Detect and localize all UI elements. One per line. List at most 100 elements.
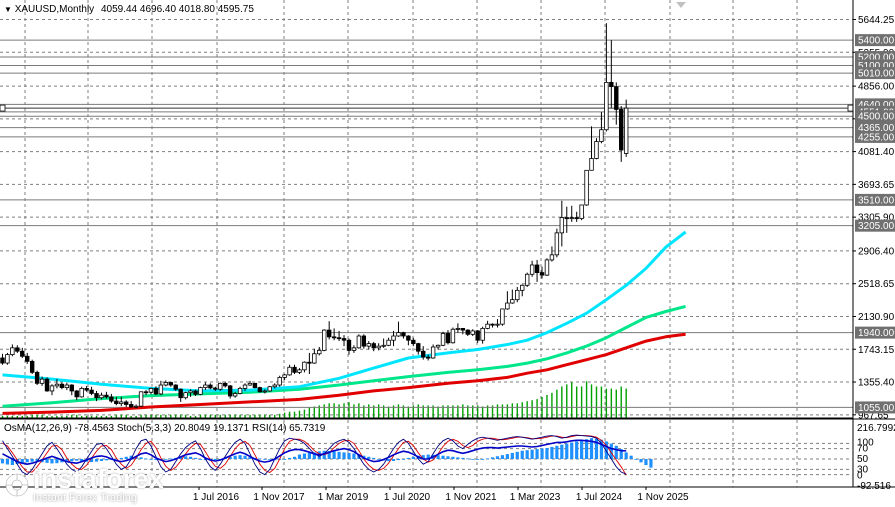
candle-body [599, 129, 604, 142]
osma-bar [243, 455, 247, 459]
watermark: instaforex Instant Forex Trading [4, 466, 164, 504]
candle-body [331, 336, 337, 339]
osma-bar [580, 440, 584, 459]
candle-body [252, 382, 258, 388]
volume-bar [26, 415, 28, 418]
volume-bar [338, 404, 340, 418]
level-tag-label: 3510.00 [858, 195, 895, 206]
price-tick-label: 2906.40 [858, 246, 895, 257]
volume-bar [1, 415, 4, 418]
osma-bar [629, 455, 633, 459]
osma-bar [530, 449, 534, 459]
osma-bar [575, 441, 579, 459]
osma-bar [104, 459, 109, 461]
volume-bar [486, 405, 489, 418]
volume-bar [214, 414, 217, 418]
volume-bar [575, 386, 578, 418]
volume-bar [595, 386, 598, 418]
volume-bar [501, 404, 504, 418]
osma-bar [446, 456, 450, 459]
osma-bar [70, 459, 74, 462]
candle-body [227, 385, 233, 397]
osma-bar [124, 456, 128, 459]
osma-bar [471, 459, 475, 460]
scroll-marker-icon[interactable] [676, 2, 686, 8]
volume-bar [85, 415, 88, 418]
osma-bar [406, 457, 410, 459]
time-tick-label: 1 Mar 2019 [318, 492, 369, 503]
osma-bar [193, 457, 198, 459]
level-tag [855, 130, 895, 143]
symbol-label: XAUUSD,Monthly [14, 4, 95, 15]
candle-body [594, 141, 599, 159]
level-handle-right[interactable] [847, 104, 854, 112]
level-handle-left[interactable] [0, 104, 6, 112]
volume-bar [298, 410, 301, 418]
candle-body [218, 382, 223, 390]
osma-bar [268, 459, 272, 460]
volume-bar [278, 413, 281, 418]
candle-body [94, 393, 99, 399]
candle-body [188, 390, 193, 394]
collapse-arrow-icon[interactable]: ▼ [4, 5, 12, 14]
osma-bar [233, 455, 237, 459]
candle-body [515, 289, 520, 301]
osma-bar [634, 459, 638, 460]
osma-bar [302, 453, 307, 459]
volume-bar [115, 414, 118, 418]
osma-bar [555, 445, 559, 459]
candle-body [69, 384, 74, 392]
candle-body [109, 396, 114, 402]
candle-body [178, 388, 183, 399]
volume-bar [546, 394, 548, 418]
osma-bar [624, 452, 628, 459]
candle-body [460, 327, 466, 331]
candle-body [604, 81, 609, 131]
candle-body [44, 378, 50, 392]
volume-bar [481, 406, 484, 418]
candle-body [237, 388, 243, 394]
candle-body [104, 394, 109, 398]
volume-bar [377, 404, 380, 418]
candle-body [282, 374, 287, 378]
volume-bar [600, 386, 603, 418]
volume-bar [407, 406, 410, 418]
candle-body [411, 339, 416, 345]
candle-body [74, 390, 79, 398]
volume-bar [125, 414, 127, 418]
osma-bar [352, 453, 356, 459]
volume-bar [61, 415, 63, 418]
candle-body [534, 264, 540, 273]
volume-bar [511, 403, 514, 418]
osma-bar [525, 450, 529, 459]
indicator-axis-label: 70 [857, 444, 869, 455]
osma-bar [10, 459, 14, 466]
volume-bar [140, 414, 142, 418]
volume-bar [179, 414, 182, 418]
candle-body [475, 330, 480, 341]
candle-body [183, 392, 188, 399]
volume-bar [105, 415, 108, 418]
candle-body [421, 350, 426, 358]
time-tick-label: 1 Nov 2021 [445, 492, 497, 503]
volume-bar [506, 404, 509, 418]
candle-body [406, 335, 411, 341]
volume-bar [580, 386, 583, 418]
candle-body [430, 346, 436, 359]
candle-body [213, 387, 218, 390]
volume-bar [432, 405, 434, 418]
volume-bar [224, 414, 226, 418]
level-tag [855, 193, 895, 206]
candle-body [277, 377, 282, 386]
candle-body [609, 81, 614, 88]
candle-body [579, 204, 584, 219]
candle-body [470, 330, 475, 335]
candle-body [133, 405, 139, 408]
volume-bar [110, 415, 113, 418]
level-tag [855, 110, 895, 123]
level-tag-label: 5100.00 [858, 61, 895, 72]
osma-bar [649, 459, 653, 468]
candle-body [544, 259, 550, 276]
